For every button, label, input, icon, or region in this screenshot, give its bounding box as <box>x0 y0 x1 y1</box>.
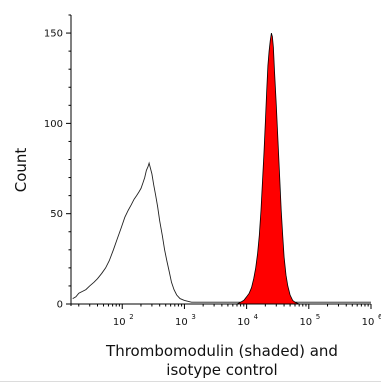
x-tick-label: 10 <box>299 317 312 328</box>
bottom-divider <box>0 381 381 382</box>
x-tick-exponent: 4 <box>254 313 259 321</box>
y-tick-label: 100 <box>44 119 63 130</box>
plot-area <box>72 32 371 305</box>
x-tick-label: 10 <box>237 317 250 328</box>
y-axis-title: Count <box>12 148 30 193</box>
x-axis-title-line-2: isotype control <box>166 361 277 379</box>
x-tick-label: 10 <box>113 317 126 328</box>
x-tick-exponent: 3 <box>191 313 195 321</box>
x-tick-exponent: 2 <box>129 313 133 321</box>
x-axis-title-line-1: Thrombomodulin (shaded) and <box>105 342 338 360</box>
series-isotype-control <box>72 161 371 303</box>
x-tick-label: 10 <box>175 317 188 328</box>
x-tick-label: 10 <box>362 317 375 328</box>
y-tick-label: 50 <box>50 209 63 220</box>
x-tick-exponent: 5 <box>316 313 320 321</box>
y-tick-label: 150 <box>44 29 63 40</box>
y-tick-label: 0 <box>57 300 63 311</box>
series-thrombomodulin <box>236 32 300 305</box>
x-tick-exponent: 6 <box>378 313 381 321</box>
